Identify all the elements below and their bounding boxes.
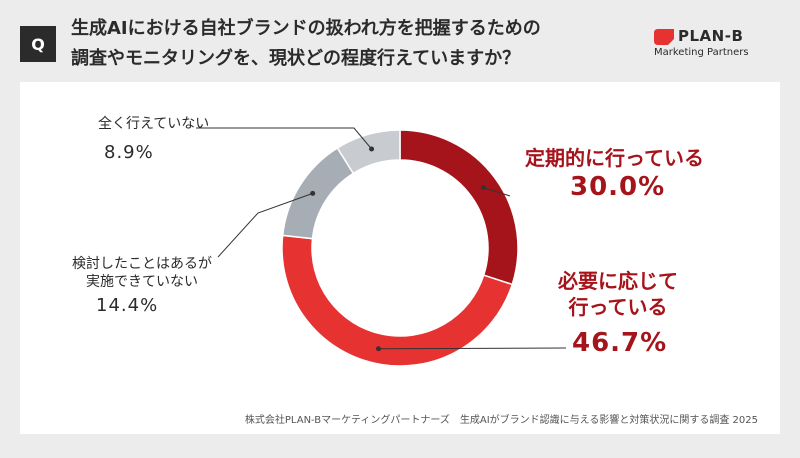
header: Q 生成AIにおける自社ブランドの扱われ方を把握するための 調査やモニタリングを… xyxy=(0,0,800,78)
leader-regular xyxy=(483,186,511,197)
logo-subtitle: Marketing Partners xyxy=(654,47,749,58)
logo-name: PLAN-B xyxy=(678,27,744,45)
value-regular: 30.0% xyxy=(570,172,666,202)
brand-logo: PLAN-B Marketing Partners xyxy=(652,25,772,61)
logo-mark-icon xyxy=(654,29,674,45)
leader-considered-dot xyxy=(310,190,316,196)
leader-none-dot xyxy=(369,146,375,152)
label-considered-line-1: 検討したことはあるが xyxy=(72,256,212,272)
label-as-needed-line-2: 行っている xyxy=(568,295,668,319)
value-considered: 14.4% xyxy=(96,295,159,316)
chart-panel: 全く行えていない 8.9% 検討したことはあるが 実施できていない 14.4% … xyxy=(20,82,780,434)
question-title-line-2: 調査やモニタリングを、現状どの程度行えていますか？ xyxy=(71,48,521,69)
question-title: 生成AIにおける自社ブランドの扱われ方を把握するための 調査やモニタリングを、現… xyxy=(71,14,591,74)
slice-as-needed xyxy=(281,234,514,367)
leader-regular-dot xyxy=(480,184,486,190)
slice-none xyxy=(336,129,401,175)
leader-none xyxy=(196,127,372,150)
label-considered-line-2: 実施できていない xyxy=(86,274,198,290)
donut-chart xyxy=(196,127,567,367)
value-none: 8.9% xyxy=(104,142,154,163)
leader-as-needed-dot xyxy=(375,346,381,352)
leader-considered xyxy=(217,192,313,258)
leader-as-needed xyxy=(378,347,567,350)
label-regular: 定期的に行っている xyxy=(525,146,704,170)
label-considered: 検討したことはあるが 実施できていない xyxy=(62,255,222,291)
question-title-line-1: 生成AIにおける自社ブランドの扱われ方を把握するための xyxy=(71,18,541,39)
slice-regular xyxy=(399,129,519,286)
question-badge: Q xyxy=(20,26,56,62)
label-none: 全く行えていない xyxy=(98,116,210,132)
label-as-needed: 必要に応じて 行っている xyxy=(548,268,688,320)
label-as-needed-line-1: 必要に応じて xyxy=(558,269,678,293)
value-as-needed: 46.7% xyxy=(572,328,668,358)
footnote: 株式会社PLAN-Bマーケティングパートナーズ 生成AIがブランド認識に与える影… xyxy=(244,415,758,426)
slice-considered xyxy=(281,146,355,240)
